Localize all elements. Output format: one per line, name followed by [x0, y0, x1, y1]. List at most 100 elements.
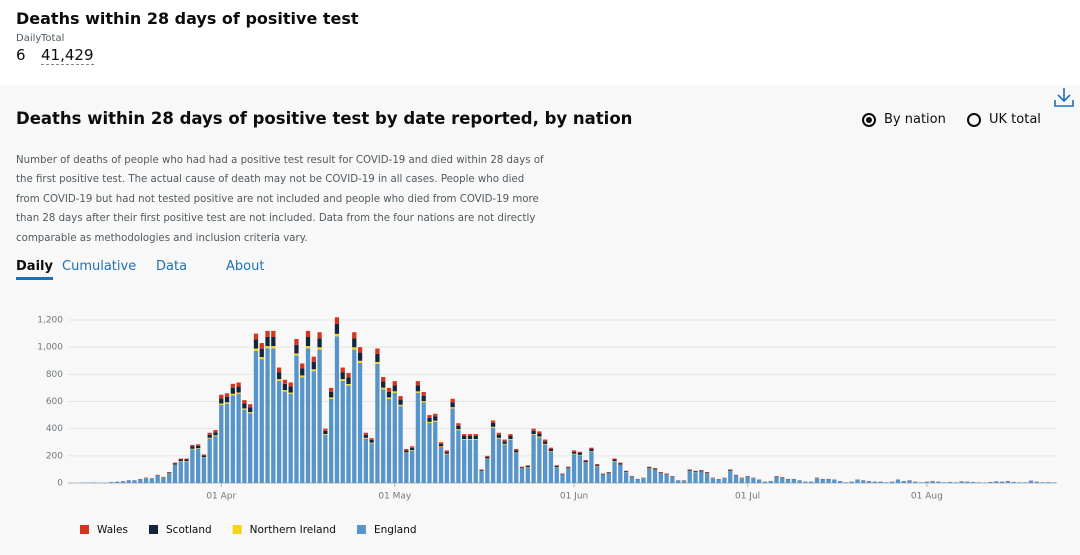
bar-segment [276, 379, 282, 381]
bar-segment [502, 441, 507, 444]
bar-segment [323, 428, 328, 431]
bar-segment [404, 452, 409, 483]
bar-segment [918, 482, 924, 483]
bar-segment [890, 481, 895, 483]
bar-segment [340, 380, 345, 483]
bar-segment [757, 480, 762, 483]
bar-segment [490, 426, 496, 428]
bar-segment [363, 432, 368, 435]
bar-segment [201, 454, 207, 456]
bar-segment [143, 478, 149, 483]
bar-segment [930, 481, 935, 483]
download-icon[interactable] [1053, 86, 1075, 108]
bar-segment [699, 470, 704, 471]
bar-segment [271, 336, 276, 347]
bar-segment [976, 482, 982, 483]
bar-segment [282, 390, 288, 392]
bar-segment [427, 422, 432, 483]
legend-label: Scotland [166, 524, 212, 536]
bar-segment [259, 348, 264, 358]
bar-segment [265, 346, 270, 349]
bar-segment [155, 475, 160, 476]
bar-segment [120, 481, 126, 483]
bar-segment [496, 437, 502, 439]
bar-segment [363, 437, 368, 439]
legend-swatch [80, 525, 89, 534]
bar-segment [450, 402, 455, 408]
bar-segment [305, 336, 311, 347]
legend-swatch [356, 525, 366, 534]
bar-segment [490, 420, 496, 423]
bar-segment [699, 470, 704, 472]
total-value[interactable]: 41,429 [41, 46, 94, 65]
bar-segment [1034, 481, 1039, 483]
bar-segment [415, 391, 421, 393]
bar-segment [548, 449, 554, 452]
bar-segment [357, 347, 363, 353]
bar-segment [589, 449, 594, 452]
bar-segment [849, 481, 854, 483]
bar-segment [323, 430, 328, 435]
bar-segment [508, 439, 513, 483]
bar-segment [456, 425, 461, 430]
y-tick-label: 800 [46, 370, 63, 380]
bar-segment [554, 467, 559, 483]
bar-segment [288, 386, 293, 393]
bar-segment [485, 456, 490, 459]
bar-segment [363, 434, 368, 438]
bar-segment [855, 480, 860, 483]
bar-segment [467, 439, 473, 483]
bar-segment [195, 448, 201, 483]
tab[interactable]: About [226, 259, 265, 274]
bar-segment [381, 377, 386, 382]
tab[interactable]: Data [156, 259, 188, 274]
bar-segment [693, 470, 698, 472]
bar-segment [780, 477, 785, 483]
bar-segment [184, 461, 189, 483]
bar-segment [109, 481, 114, 483]
bar-segment [837, 481, 843, 483]
bar-segment [369, 438, 374, 440]
bar-segment [224, 402, 230, 404]
bar-segment [253, 350, 259, 483]
bar-segment [346, 383, 351, 386]
bar-segment [375, 353, 380, 362]
bar-segment [381, 389, 386, 483]
bar-segment [433, 413, 438, 417]
radio-uk-total[interactable]: UK total [967, 112, 1041, 127]
bar-segment [444, 450, 449, 452]
bar-segment [265, 348, 270, 483]
bar-segment [409, 449, 415, 451]
bar-segment [826, 479, 831, 483]
description: Number of deaths of people who had had a… [16, 155, 544, 244]
bar-segment [531, 430, 536, 435]
bar-segment [473, 439, 478, 483]
bar-segment [485, 455, 490, 457]
bar-segment [514, 452, 519, 483]
tab[interactable]: Cumulative [62, 259, 137, 274]
bar-segment [398, 404, 403, 407]
bar-segment [704, 473, 710, 483]
tab[interactable]: Daily [16, 259, 53, 280]
bar-segment [381, 381, 386, 388]
bar-segment [525, 466, 530, 468]
bar-segment [456, 423, 461, 426]
daily-label: Daily [16, 33, 42, 44]
bar-segment [167, 473, 172, 483]
radio-by-nation[interactable]: By nation [862, 112, 946, 127]
bar-segment [728, 471, 733, 483]
bar-segment [230, 393, 235, 396]
bar-segment [820, 479, 825, 483]
bar-segment [375, 364, 380, 483]
bar-segment [618, 463, 623, 465]
bar-segment [508, 434, 513, 437]
bar-segment [236, 386, 241, 393]
bar-segment [409, 447, 415, 450]
bar-segment [323, 434, 328, 483]
bar-segment [560, 473, 565, 475]
bar-segment [178, 459, 183, 461]
bar-segment [149, 478, 155, 483]
bar-segment [710, 478, 716, 483]
bar-segment [647, 468, 652, 483]
legend-label: England [374, 524, 417, 536]
